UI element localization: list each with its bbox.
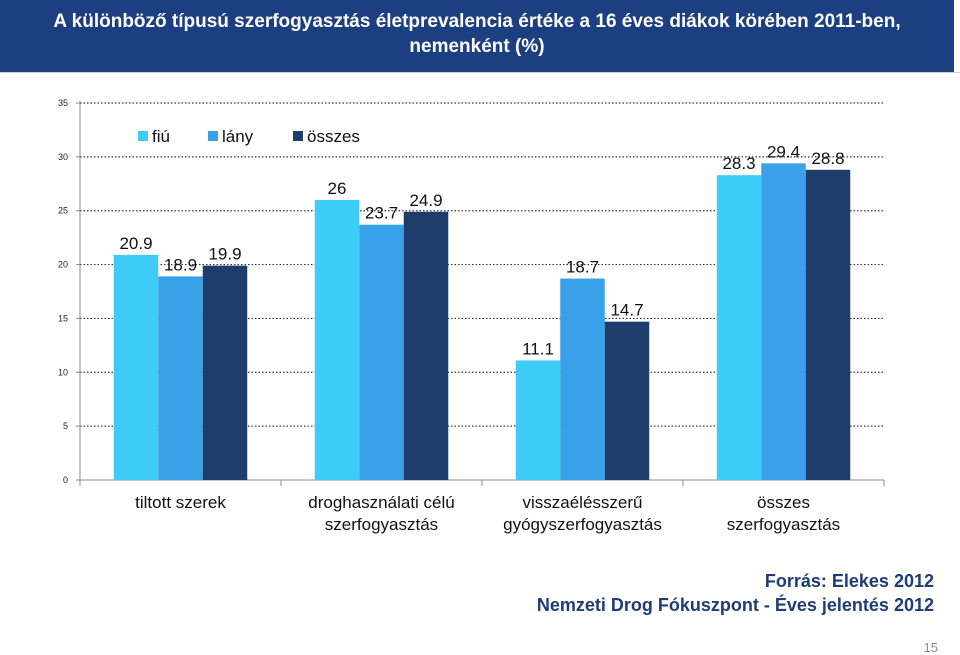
data-label: 28.3 xyxy=(722,154,755,173)
bar xyxy=(515,360,561,480)
y-tick-label: 10 xyxy=(58,367,68,377)
x-tick-label: droghasználati célú xyxy=(308,493,454,512)
bar xyxy=(158,276,203,480)
data-label: 19.9 xyxy=(208,245,241,264)
bar xyxy=(716,175,762,480)
data-label: 28.8 xyxy=(811,149,844,168)
x-tick-label: gyógyszerfogyasztás xyxy=(503,515,662,534)
bar xyxy=(761,163,806,480)
legend-label: fiú xyxy=(152,127,170,146)
bar xyxy=(113,254,159,480)
y-tick-label: 35 xyxy=(58,98,68,108)
x-tick-label: szerfogyasztás xyxy=(325,515,438,534)
y-tick-label: 15 xyxy=(58,313,68,323)
title-bar: A különböző típusú szerfogyasztás életpr… xyxy=(0,0,960,72)
y-tick-label: 5 xyxy=(63,421,68,431)
data-label: 20.9 xyxy=(119,234,152,253)
chart-title: A különböző típusú szerfogyasztás életpr… xyxy=(53,11,901,57)
x-tick-label: szerfogyasztás xyxy=(727,515,840,534)
y-tick-label: 30 xyxy=(58,152,68,162)
legend-label: lány xyxy=(222,127,254,146)
source-line-2: Nemzeti Drog Fókuszpont - Éves jelentés … xyxy=(536,595,934,615)
y-tick-label: 25 xyxy=(58,206,68,216)
bar xyxy=(202,265,248,480)
legend-swatch xyxy=(138,131,148,141)
x-tick-label: összes xyxy=(757,493,810,512)
bar xyxy=(314,199,360,480)
bar xyxy=(604,321,650,480)
bar xyxy=(560,278,605,480)
bar xyxy=(805,169,851,481)
bar xyxy=(403,211,449,480)
x-tick-label: visszaélésszerű xyxy=(523,493,643,512)
legend-swatch xyxy=(208,131,218,141)
data-label: 26 xyxy=(328,179,347,198)
y-tick-label: 20 xyxy=(58,260,68,270)
legend-label: összes xyxy=(307,127,360,146)
x-tick-label: tiltott szerek xyxy=(135,493,226,512)
data-label: 11.1 xyxy=(522,339,554,358)
data-label: 18.9 xyxy=(164,255,197,274)
page-number: 15 xyxy=(923,640,938,655)
y-tick-label: 0 xyxy=(63,475,68,485)
data-label: 18.7 xyxy=(566,258,599,277)
data-label: 24.9 xyxy=(409,191,442,210)
legend-swatch xyxy=(293,131,303,141)
data-label: 14.7 xyxy=(610,301,643,320)
source-note: Forrás: Elekes 2012 Nemzeti Drog Fókuszp… xyxy=(537,569,934,617)
bar xyxy=(359,224,404,480)
data-label: 23.7 xyxy=(365,204,398,223)
source-line-1: Forrás: Elekes 2012 xyxy=(764,571,934,591)
data-label: 29.4 xyxy=(767,142,800,161)
